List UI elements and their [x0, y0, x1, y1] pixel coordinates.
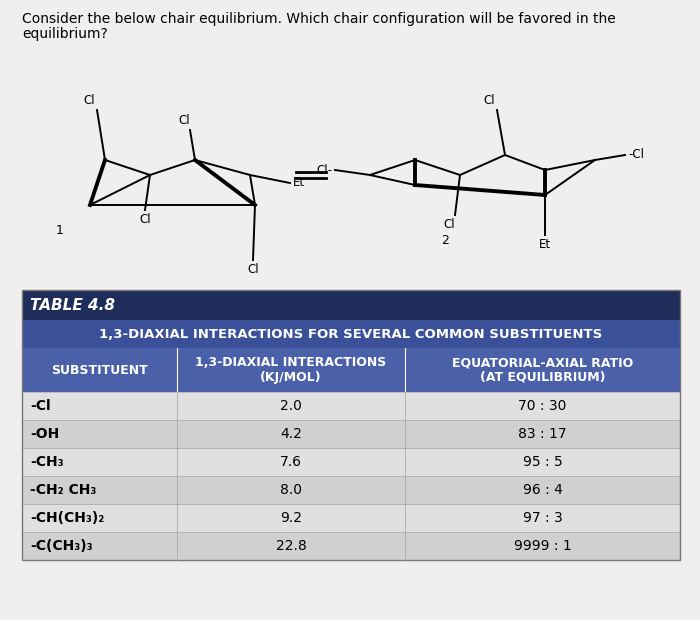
Text: Cl: Cl: [484, 94, 495, 107]
Text: -OH: -OH: [30, 427, 60, 441]
Text: 7.6: 7.6: [280, 455, 302, 469]
Text: -CH(CH₃)₂: -CH(CH₃)₂: [30, 511, 104, 525]
Text: Cl: Cl: [83, 94, 95, 107]
Bar: [22, 420, 680, 448]
Bar: [22, 290, 680, 560]
Text: EQUATORIAL-AXIAL RATIO
(AT EQUILIBRIUM): EQUATORIAL-AXIAL RATIO (AT EQUILIBRIUM): [452, 356, 633, 384]
Text: 22.8: 22.8: [276, 539, 307, 553]
Text: Et: Et: [539, 238, 551, 251]
Text: 96 : 4: 96 : 4: [523, 483, 562, 497]
Text: Consider the below chair equilibrium. Which chair configuration will be favored : Consider the below chair equilibrium. Wh…: [22, 12, 616, 26]
Text: 8.0: 8.0: [280, 483, 302, 497]
Text: -Cl: -Cl: [30, 399, 50, 413]
Text: 9999 : 1: 9999 : 1: [514, 539, 571, 553]
Text: 2.0: 2.0: [280, 399, 302, 413]
Bar: [22, 504, 680, 532]
Text: 1: 1: [56, 223, 64, 236]
Text: Et: Et: [293, 177, 305, 190]
Text: 83 : 17: 83 : 17: [518, 427, 567, 441]
Text: Cl: Cl: [247, 263, 259, 276]
Bar: [22, 348, 680, 392]
Text: 70 : 30: 70 : 30: [518, 399, 567, 413]
Text: 1,3-DIAXIAL INTERACTIONS FOR SEVERAL COMMON SUBSTITUENTS: 1,3-DIAXIAL INTERACTIONS FOR SEVERAL COM…: [99, 327, 603, 340]
Bar: [22, 532, 680, 560]
Text: Cl-: Cl-: [316, 164, 332, 177]
Text: 9.2: 9.2: [280, 511, 302, 525]
Text: 2: 2: [441, 234, 449, 247]
Text: TABLE 4.8: TABLE 4.8: [30, 298, 115, 312]
Text: -CH₃: -CH₃: [30, 455, 64, 469]
Bar: [22, 448, 680, 476]
Bar: [22, 290, 680, 320]
Text: -Cl: -Cl: [628, 149, 644, 161]
Text: -CH₂ CH₃: -CH₂ CH₃: [30, 483, 97, 497]
Text: 97 : 3: 97 : 3: [523, 511, 562, 525]
Text: -C(CH₃)₃: -C(CH₃)₃: [30, 539, 92, 553]
Bar: [22, 320, 680, 348]
Text: 95 : 5: 95 : 5: [523, 455, 562, 469]
Text: Cl: Cl: [139, 213, 150, 226]
Text: Cl: Cl: [178, 114, 190, 127]
Text: 4.2: 4.2: [280, 427, 302, 441]
Text: equilibrium?: equilibrium?: [22, 27, 108, 41]
Text: SUBSTITUENT: SUBSTITUENT: [51, 363, 148, 376]
Bar: [22, 392, 680, 420]
Text: Cl: Cl: [443, 218, 455, 231]
Text: 1,3-DIAXIAL INTERACTIONS
(KJ/MOL): 1,3-DIAXIAL INTERACTIONS (KJ/MOL): [195, 356, 386, 384]
Bar: [22, 476, 680, 504]
